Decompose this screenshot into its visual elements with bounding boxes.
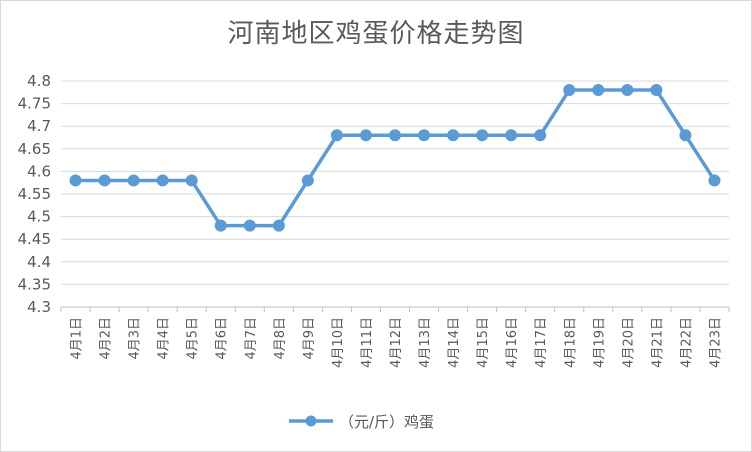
x-tick-label: 4月18日	[563, 317, 578, 368]
x-tick-label: 4月21日	[650, 317, 665, 368]
data-point	[359, 129, 372, 142]
y-tick-label: 4.35	[18, 275, 51, 293]
y-tick-label: 4.75	[18, 95, 51, 113]
x-tick-label: 4月23日	[708, 317, 723, 368]
x-tick-label: 4月5日	[186, 317, 201, 360]
data-point	[243, 219, 256, 232]
data-point	[185, 174, 198, 187]
data-point	[418, 129, 431, 142]
data-point	[563, 84, 576, 97]
data-point	[650, 84, 663, 97]
data-point	[98, 174, 111, 187]
series-egg	[69, 84, 721, 232]
data-point	[127, 174, 140, 187]
y-tick-label: 4.8	[27, 72, 51, 90]
data-point	[69, 174, 82, 187]
data-point	[592, 84, 605, 97]
data-point	[301, 174, 314, 187]
y-tick-label: 4.45	[18, 230, 51, 248]
x-tick-label: 4月2日	[99, 317, 114, 360]
x-tick-label: 4月10日	[331, 317, 346, 368]
x-tick-label: 4月17日	[534, 317, 549, 368]
x-tick-label: 4月11日	[360, 317, 375, 368]
y-tick-label: 4.4	[27, 253, 51, 271]
data-point	[214, 219, 227, 232]
data-point	[447, 129, 460, 142]
x-tick-label: 4月19日	[592, 317, 607, 368]
data-point	[272, 219, 285, 232]
gridlines	[61, 80, 729, 308]
data-point	[534, 129, 547, 142]
series-line	[75, 88, 716, 228]
x-tick-label: 4月8日	[273, 317, 288, 360]
data-point	[708, 174, 721, 187]
x-tick-label: 4月22日	[679, 317, 694, 368]
x-tick-label: 4月4日	[157, 317, 172, 360]
y-tick-label: 4.6	[27, 162, 51, 180]
y-tick-label: 4.55	[18, 185, 51, 203]
x-tick-label: 4月20日	[621, 317, 636, 368]
legend-label: （元/斤）鸡蛋	[339, 413, 434, 431]
chart-title: 河南地区鸡蛋价格走势图	[227, 19, 525, 49]
x-tick-label: 4月15日	[476, 317, 491, 368]
x-axis: 4月1日 4月2日 4月3日 4月4日 4月5日 4月6日 4月7日 4月8日 4月9日 4月10…	[60, 307, 730, 368]
data-point	[389, 129, 401, 142]
x-tick-label: 4月9日	[302, 317, 317, 360]
data-point	[330, 129, 343, 142]
legend-point-marker	[305, 415, 317, 427]
data-point	[679, 129, 692, 142]
x-tick-label: 4月14日	[447, 317, 462, 368]
legend: （元/斤）鸡蛋	[289, 413, 434, 431]
y-tick-label: 4.65	[18, 140, 51, 158]
y-tick-label: 4.5	[27, 208, 51, 226]
x-tick-label: 4月12日	[389, 317, 404, 368]
data-point	[156, 174, 169, 187]
x-tick-label: 4月1日	[70, 317, 85, 360]
x-tick-label: 4月3日	[128, 317, 143, 360]
x-tick-label: 4月6日	[215, 317, 230, 360]
y-tick-label: 4.3	[27, 298, 51, 316]
y-axis: 4.3 4.35 4.4 4.45 4.5 4.55 4.6 4.65 4.7 4.75 4.8	[18, 72, 51, 316]
data-point	[476, 129, 489, 142]
x-tick-label: 4月16日	[505, 317, 520, 368]
data-point	[621, 84, 634, 97]
data-point	[505, 129, 518, 142]
x-tick-label: 4月13日	[418, 317, 433, 368]
x-tick-label: 4月7日	[244, 317, 259, 360]
y-tick-label: 4.7	[27, 117, 51, 135]
